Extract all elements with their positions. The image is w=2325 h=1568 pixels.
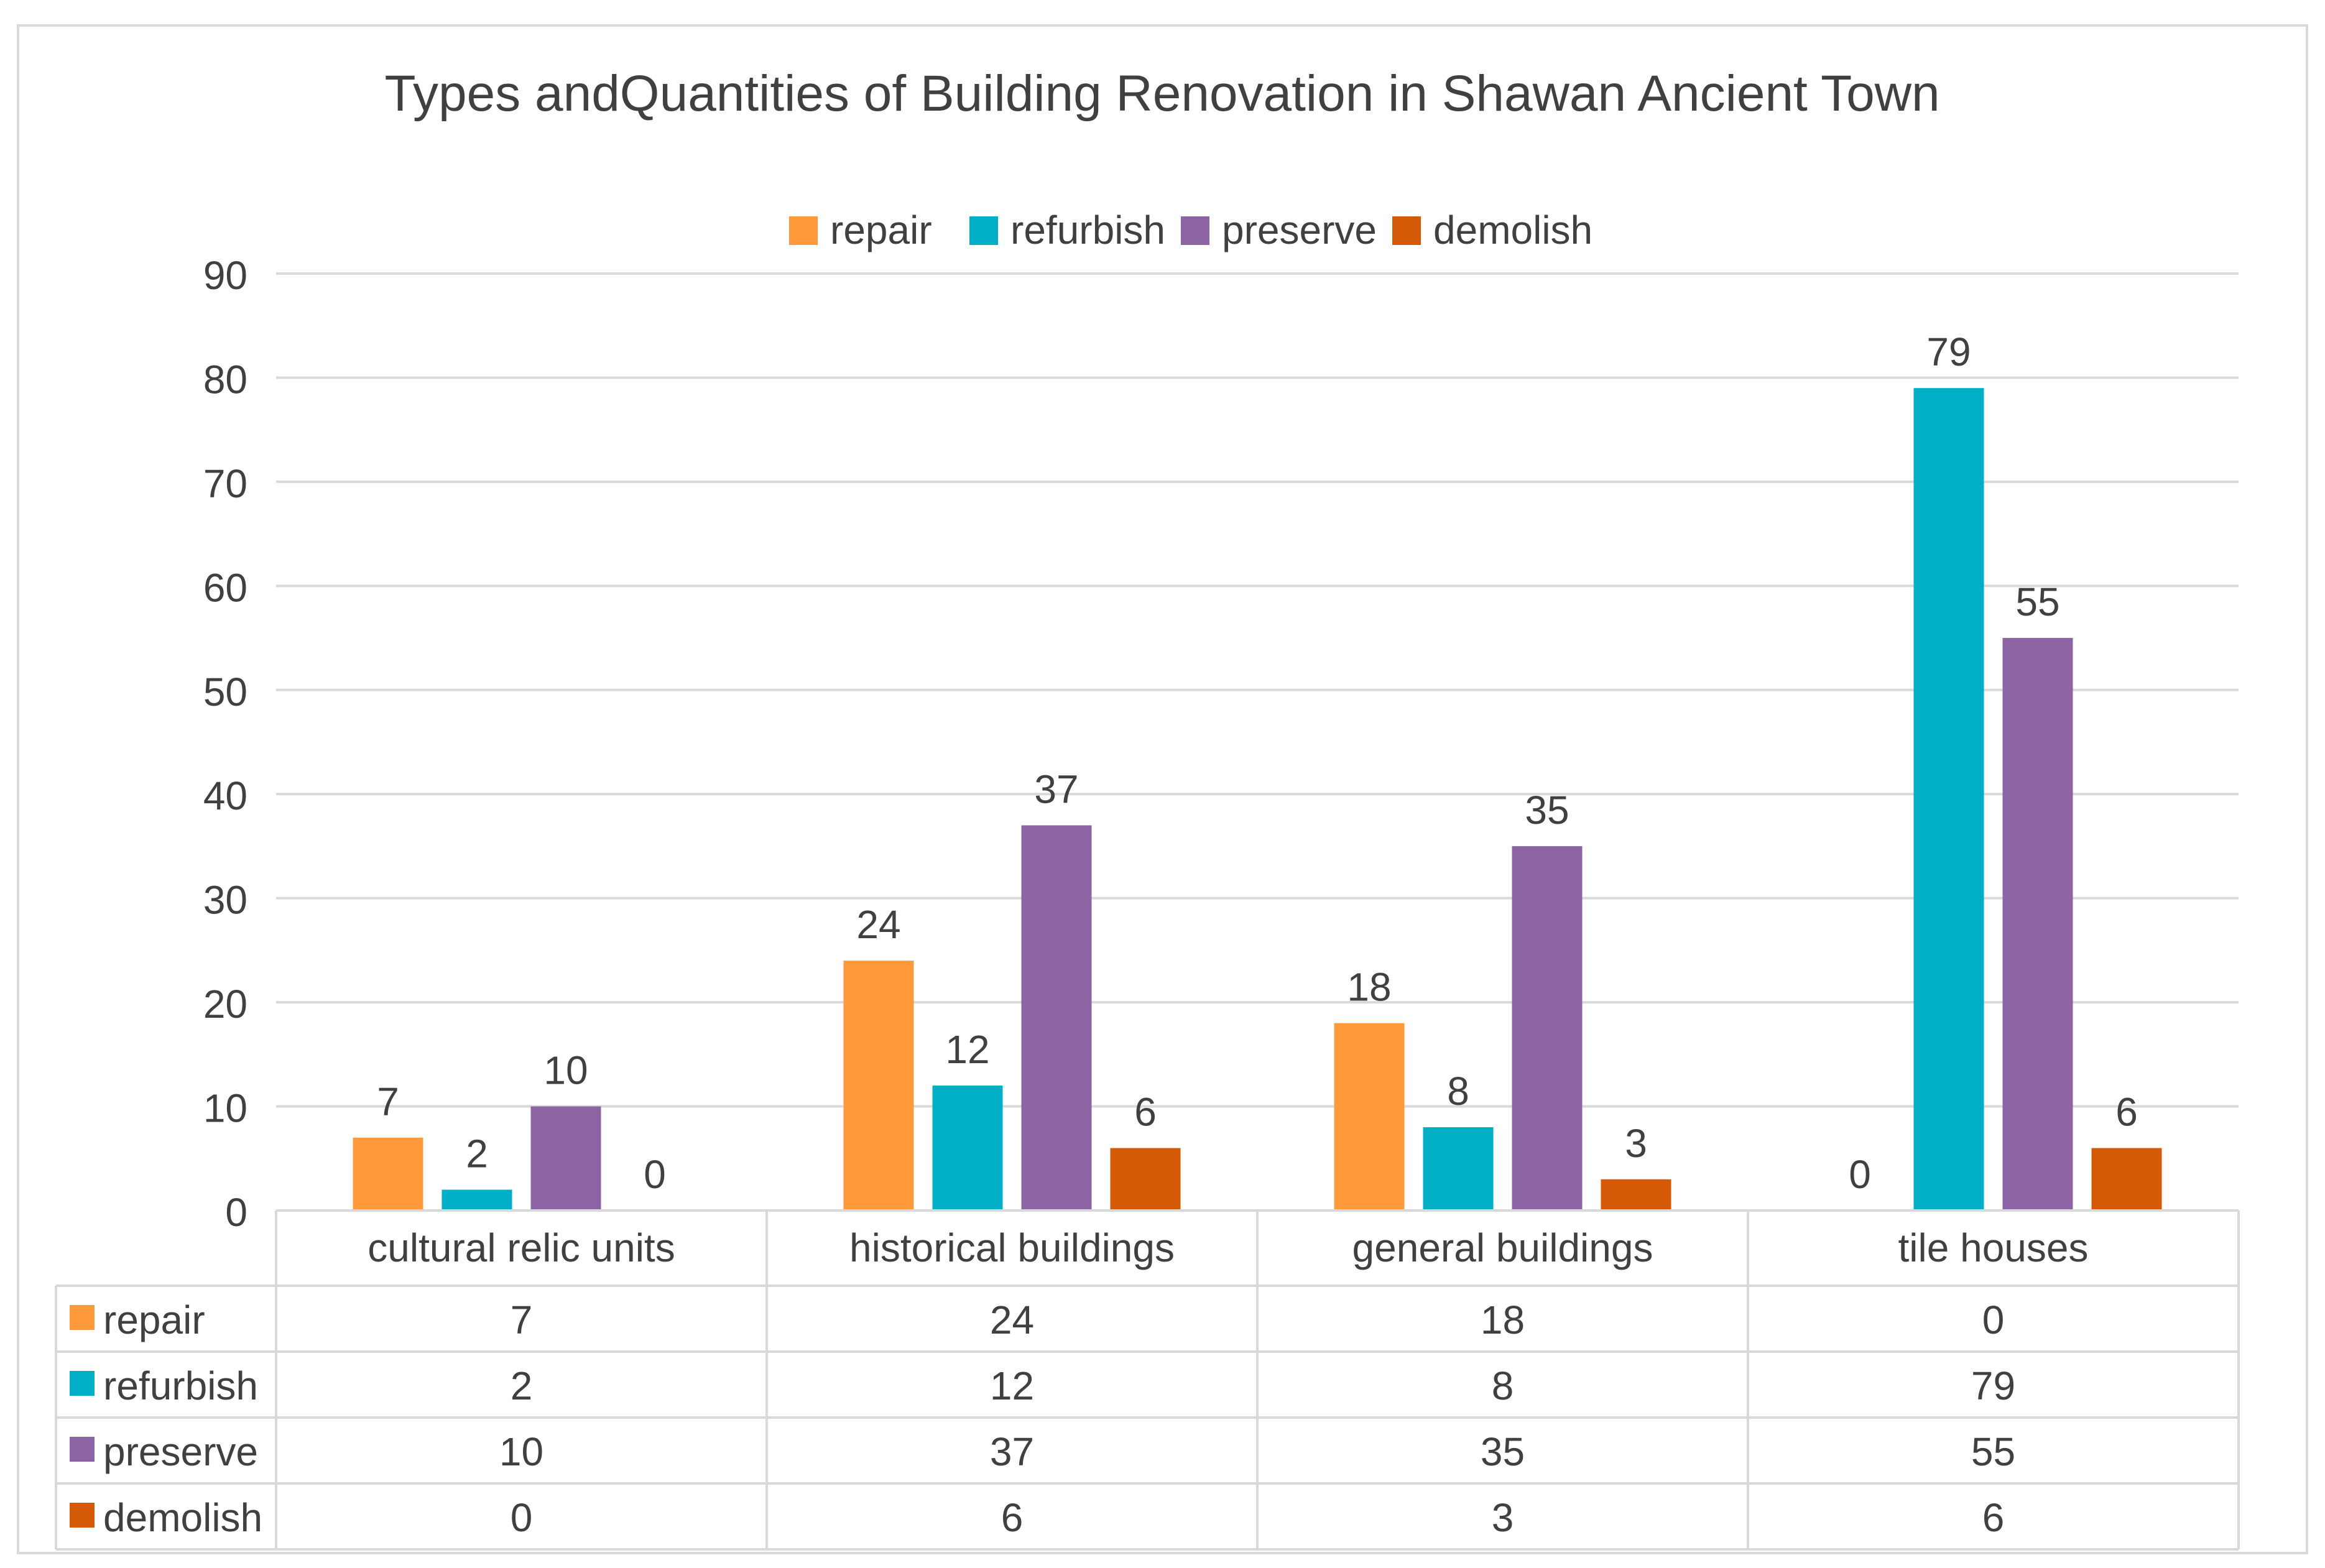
table-swatch-demolish <box>70 1503 95 1528</box>
table-row-label: repair <box>103 1298 205 1342</box>
legend-swatch-refurbish <box>969 216 998 245</box>
bar-repair-general-buildings <box>1334 1023 1405 1211</box>
data-label: 79 <box>1926 330 1971 374</box>
y-tick-label: 60 <box>203 565 247 610</box>
table-cell: 12 <box>990 1363 1034 1408</box>
bar-repair-cultural-relic-units <box>353 1137 423 1211</box>
bar-demolish-historical-buildings <box>1110 1148 1181 1211</box>
data-label: 12 <box>945 1027 989 1072</box>
table-row-label: preserve <box>103 1429 258 1474</box>
y-tick-label: 30 <box>203 878 247 923</box>
bars <box>353 388 2162 1211</box>
data-table: cultural relic units historical buildings… <box>55 1209 2240 1551</box>
data-label: 35 <box>1525 788 1569 832</box>
data-label: 3 <box>1625 1121 1647 1166</box>
legend-label-refurbish: refurbish <box>1010 208 1165 252</box>
legend-swatch-preserve <box>1181 216 1209 245</box>
table-row-label: refurbish <box>103 1363 258 1408</box>
table-cell: 24 <box>990 1298 1034 1342</box>
bar-refurbish-general-buildings <box>1423 1127 1494 1211</box>
category-label: general buildings <box>1352 1225 1653 1270</box>
category-label: cultural relic units <box>367 1225 675 1270</box>
legend-label-demolish: demolish <box>1433 208 1592 252</box>
data-label: 55 <box>2015 579 2059 624</box>
y-tick-label: 40 <box>203 773 247 818</box>
data-label: 10 <box>543 1048 588 1093</box>
table-swatch-refurbish <box>70 1371 95 1396</box>
data-label: 2 <box>466 1132 488 1176</box>
data-label: 7 <box>377 1079 399 1124</box>
legend-label-repair: repair <box>830 208 932 252</box>
table-cell: 79 <box>1971 1363 2015 1408</box>
y-axis: 0 10 20 30 40 50 60 70 80 90 <box>203 253 247 1235</box>
data-label: 18 <box>1347 965 1391 1010</box>
legend-swatch-demolish <box>1392 216 1421 245</box>
data-label: 24 <box>856 902 900 947</box>
bar-demolish-tile-houses <box>2091 1148 2162 1211</box>
table-cell: 0 <box>511 1495 533 1540</box>
legend: repair refurbish preserve demolish <box>789 208 1592 252</box>
bar-repair-historical-buildings <box>843 961 914 1211</box>
data-label: 8 <box>1447 1069 1469 1114</box>
y-tick-label: 20 <box>203 982 247 1026</box>
bar-refurbish-tile-houses <box>1913 388 1984 1211</box>
bar-demolish-general-buildings <box>1601 1179 1671 1211</box>
category-label: historical buildings <box>849 1225 1175 1270</box>
table-cell: 7 <box>511 1298 533 1342</box>
table-swatch-preserve <box>70 1437 95 1462</box>
y-tick-label: 0 <box>225 1190 247 1235</box>
y-tick-label: 80 <box>203 357 247 402</box>
table-cell: 6 <box>1982 1495 2005 1540</box>
data-label: 0 <box>1849 1152 1871 1197</box>
table-cell: 2 <box>511 1363 533 1408</box>
y-tick-label: 50 <box>203 670 247 714</box>
table-cell: 10 <box>499 1429 543 1474</box>
data-labels: 7 2 10 0 24 12 37 6 18 8 35 3 0 79 55 6 <box>377 330 2138 1197</box>
bar-refurbish-cultural-relic-units <box>441 1189 512 1211</box>
y-tick-label: 10 <box>203 1086 247 1131</box>
table-cell: 6 <box>1001 1495 1024 1540</box>
table-cell: 3 <box>1492 1495 1514 1540</box>
bar-preserve-tile-houses <box>2002 638 2073 1211</box>
bar-refurbish-historical-buildings <box>932 1086 1003 1211</box>
table-swatch-repair <box>70 1305 95 1330</box>
legend-swatch-repair <box>789 216 818 245</box>
data-label: 0 <box>644 1152 666 1197</box>
bar-preserve-cultural-relic-units <box>530 1106 601 1211</box>
table-cell: 55 <box>1971 1429 2015 1474</box>
table-cell: 8 <box>1492 1363 1514 1408</box>
category-label: tile houses <box>1898 1225 2089 1270</box>
bar-preserve-general-buildings <box>1512 846 1583 1211</box>
table-cell: 18 <box>1481 1298 1525 1342</box>
legend-label-preserve: preserve <box>1222 208 1377 252</box>
table-row-label: demolish <box>103 1495 262 1540</box>
y-tick-label: 70 <box>203 461 247 506</box>
chart-title: Types andQuantities of Building Renovati… <box>384 65 1939 122</box>
bar-preserve-historical-buildings <box>1021 825 1092 1211</box>
data-label: 37 <box>1034 767 1078 811</box>
table-cell: 0 <box>1982 1298 2005 1342</box>
data-label: 6 <box>1134 1090 1157 1135</box>
table-cell: 37 <box>990 1429 1034 1474</box>
y-tick-label: 90 <box>203 253 247 298</box>
data-label: 6 <box>2115 1090 2138 1135</box>
table-cell: 35 <box>1481 1429 1525 1474</box>
